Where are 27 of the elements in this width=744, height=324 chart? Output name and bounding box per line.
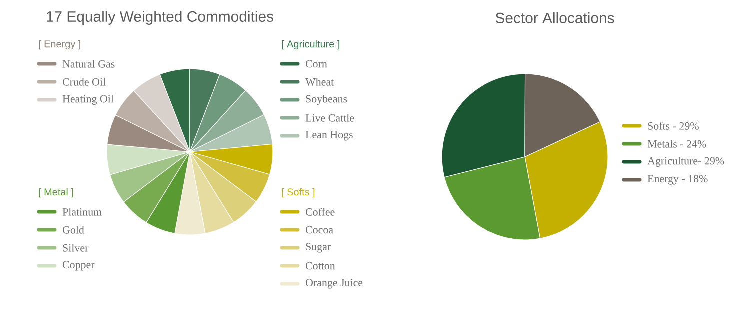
legend-label: Gold [62,226,84,234]
chart-title: Sector Allocations [496,12,614,24]
legend-label: Coffee [306,208,335,216]
legend-label: Sugar [306,243,331,253]
legend-label: Soybeans [306,95,348,105]
legend-label: Cotton [306,262,336,270]
legend-label: Natural Gas [62,60,115,68]
legend-label: Silver [63,244,89,252]
legend-label: Crude Oil [62,78,106,86]
legend-label: Platinum [62,208,102,216]
legend-label: Corn [306,60,328,68]
legend-label: Energy - 18% [648,175,708,185]
slice-label: Lean Hogs [306,131,353,141]
legend-label: Heating Oil [62,95,114,105]
text: [ Softs ] [282,188,315,198]
legend-label: Metals - 24% [648,140,706,148]
legend-label: Agriculture- 29% [648,157,724,167]
text: [ Metal ] [39,188,74,198]
chart-title: 17 Equally Weighted Commodities [47,11,274,25]
legend-label: Orange Juice [306,279,363,289]
text: [ Energy ] [39,40,80,50]
legend-label: Copper [62,261,95,271]
text: [ Agriculture ] [282,40,340,50]
legend-label: Softs - 29% [648,122,699,130]
legend-label: Live Cattle [306,114,354,122]
legend-label: Cocoa [306,226,334,234]
legend-label: Wheat [306,78,334,86]
